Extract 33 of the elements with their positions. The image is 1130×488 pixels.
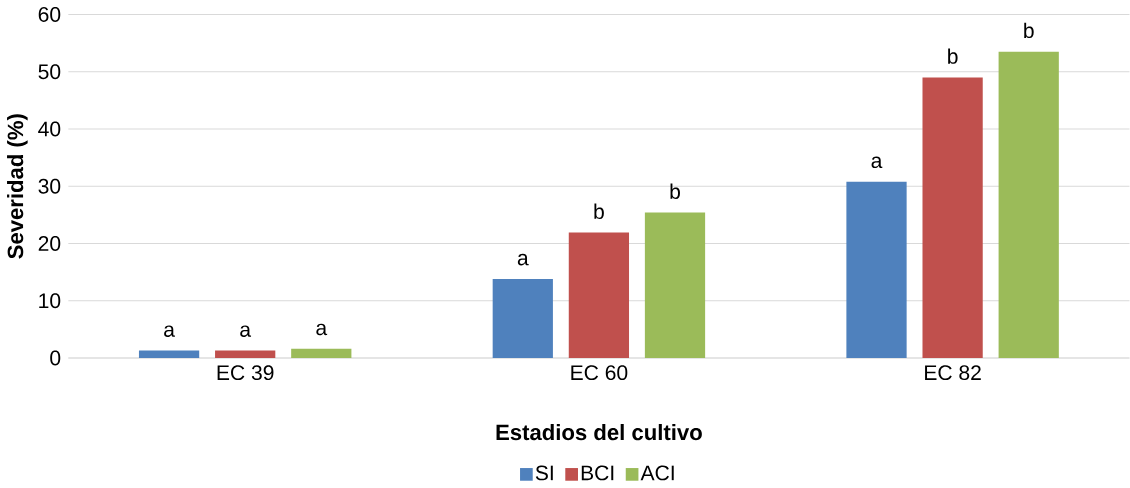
x-tick-label: EC 60 xyxy=(571,365,628,381)
y-tick-label: 40 xyxy=(38,121,61,137)
y-tick-label: 30 xyxy=(38,179,61,194)
x-tick-label: EC 82 xyxy=(925,365,981,381)
data-label: a xyxy=(316,323,328,336)
data-label: b xyxy=(594,203,604,220)
data-label: b xyxy=(948,48,958,65)
bar xyxy=(291,349,352,359)
x-tick-label: EC 39 xyxy=(217,365,274,381)
data-label: a xyxy=(164,325,175,338)
bar xyxy=(215,350,276,359)
bar xyxy=(568,232,630,359)
data-label: b xyxy=(670,183,680,200)
legend-label: SI xyxy=(535,465,553,481)
bar xyxy=(846,181,907,359)
y-tick-label: 60 xyxy=(38,7,61,23)
bar xyxy=(922,77,983,359)
bar xyxy=(644,212,706,359)
bar xyxy=(998,51,1059,359)
y-tick-label: 10 xyxy=(39,293,61,309)
data-label: a xyxy=(871,156,883,169)
bar xyxy=(138,350,200,359)
legend-label: BCI xyxy=(581,465,614,481)
bar xyxy=(492,279,553,359)
data-label: b xyxy=(1024,22,1034,39)
data-label: a xyxy=(240,325,252,338)
data-label: a xyxy=(517,254,529,266)
y-tick-label: 20 xyxy=(38,236,61,252)
y-axis-title: Severidad (%) xyxy=(7,114,28,259)
y-tick-label: 50 xyxy=(38,64,61,80)
x-axis-title: Estadios del cultivo xyxy=(496,424,702,441)
y-tick-label: 0 xyxy=(50,350,61,366)
legend-label: ACI xyxy=(640,465,674,481)
